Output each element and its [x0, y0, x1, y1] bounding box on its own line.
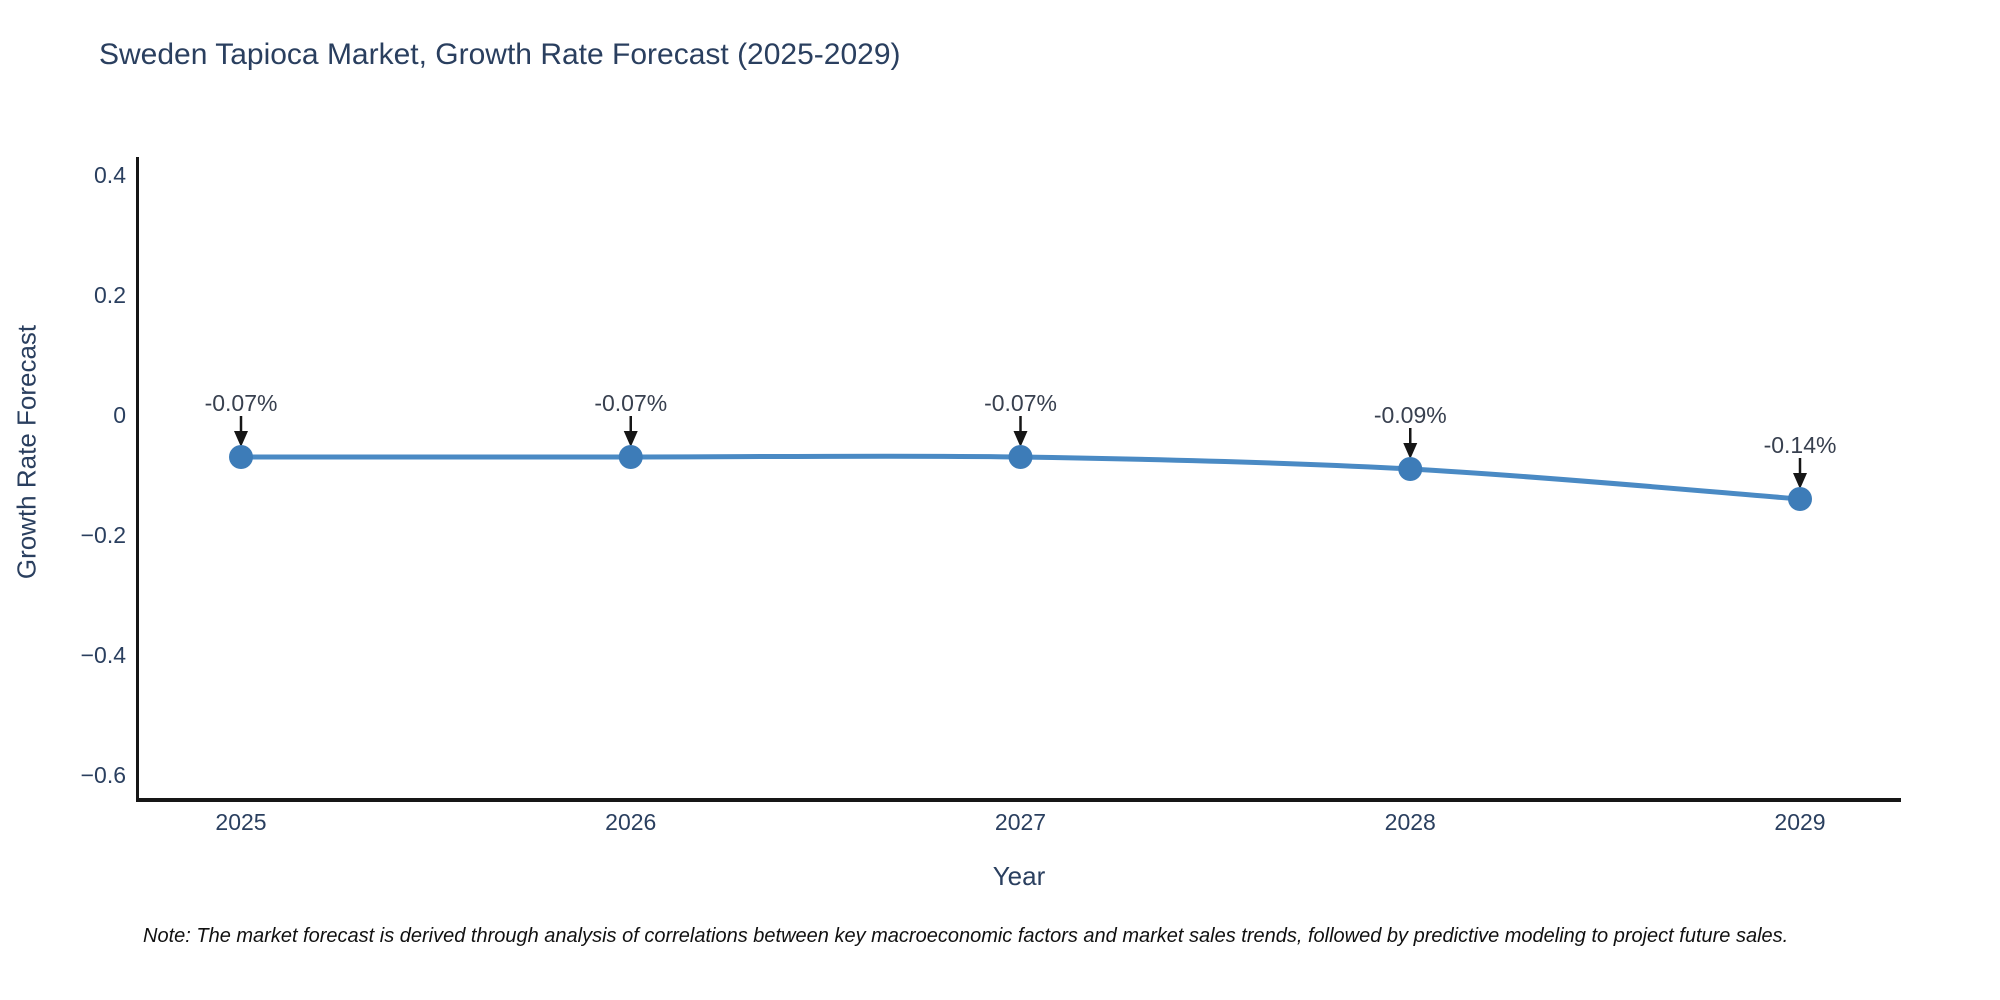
annotation-arrowhead-icon: [1793, 473, 1807, 489]
x-axis-title: Year: [992, 861, 1046, 891]
annotation-label: -0.09%: [1373, 402, 1447, 428]
data-point-marker: [618, 445, 643, 469]
x-tick-label: 2025: [215, 809, 267, 835]
y-tick-label: 0.2: [94, 282, 126, 308]
annotation-arrowhead-icon: [1403, 443, 1418, 459]
y-tick-label: 0.4: [94, 162, 126, 188]
x-axis-line: [136, 798, 1901, 802]
y-axis-line: [136, 157, 139, 802]
annotation-label: -0.14%: [1763, 432, 1837, 458]
annotation-label: -0.07%: [204, 390, 278, 416]
data-point-marker: [1008, 445, 1033, 469]
x-tick-label: 2027: [994, 809, 1047, 835]
data-point-marker: [1788, 487, 1812, 511]
chart-title: Sweden Tapioca Market, Growth Rate Forec…: [99, 38, 901, 71]
y-tick-label: −0.6: [80, 762, 126, 788]
data-point-marker: [229, 445, 253, 469]
annotation-label: -0.07%: [984, 390, 1057, 416]
x-tick-label: 2029: [1774, 809, 1826, 835]
annotation-arrowhead-icon: [234, 431, 248, 447]
y-tick-label: −0.4: [80, 642, 126, 668]
y-tick-label: −0.2: [80, 522, 126, 548]
annotation-label: -0.07%: [594, 390, 668, 416]
x-tick-label: 2028: [1384, 809, 1436, 835]
y-tick-label: 0: [113, 402, 126, 428]
data-point-marker: [1398, 457, 1423, 481]
x-tick-label: 2026: [605, 809, 657, 835]
annotation-arrowhead-icon: [1013, 431, 1028, 447]
footnote: Note: The market forecast is derived thr…: [143, 925, 1789, 947]
annotation-arrowhead-icon: [623, 431, 638, 447]
